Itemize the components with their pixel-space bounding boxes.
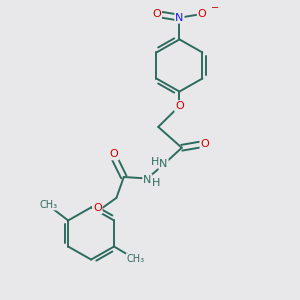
Text: O: O (93, 203, 102, 213)
Text: CH₃: CH₃ (40, 200, 58, 209)
Text: O: O (200, 139, 209, 149)
Text: N: N (175, 13, 184, 23)
Text: N: N (143, 175, 152, 185)
Text: O: O (198, 9, 206, 19)
Text: H: H (151, 157, 159, 167)
Text: H: H (152, 178, 160, 188)
Text: O: O (152, 9, 161, 19)
Text: CH₃: CH₃ (127, 254, 145, 264)
Text: O: O (110, 149, 118, 159)
Text: N: N (159, 159, 168, 169)
Text: O: O (175, 101, 184, 111)
Text: −: − (211, 3, 219, 13)
